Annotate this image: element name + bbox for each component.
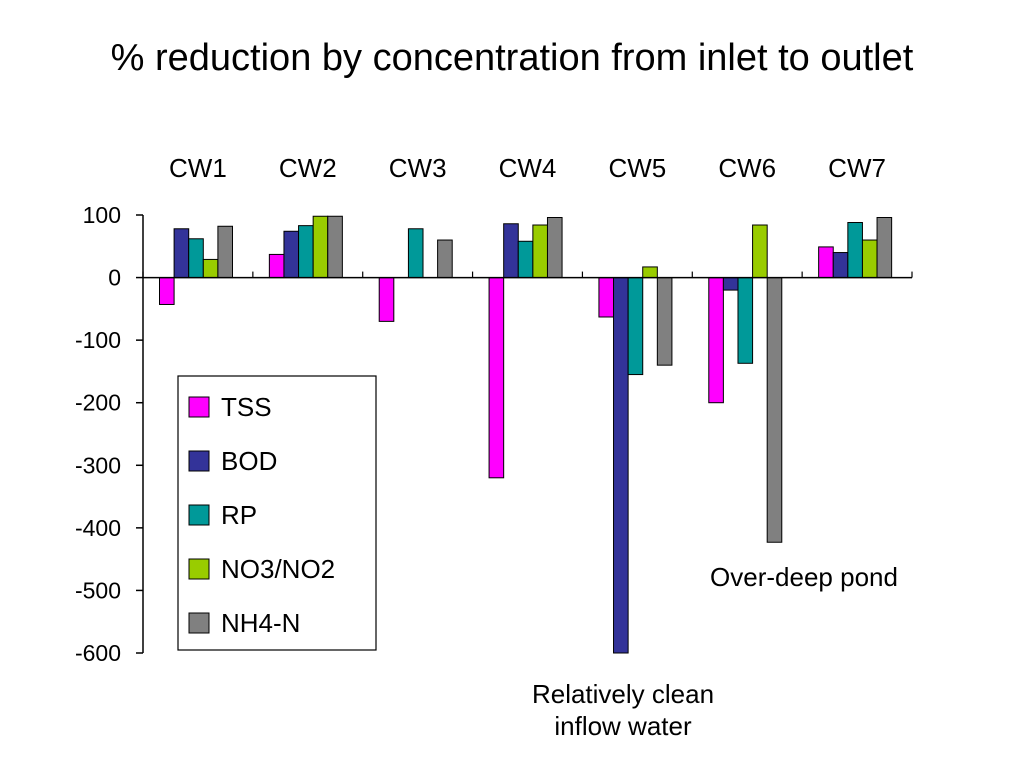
annotation-relatively-clean-inflow: Relatively clean inflow water — [496, 678, 750, 742]
axes-group: 100 0 -100 -200 -300 -400 -500 -600 — [75, 202, 913, 666]
y-tick-label: -500 — [75, 577, 121, 603]
category-label-cw3: CW3 — [389, 153, 447, 183]
bar-tss-cw5 — [598, 277, 615, 318]
y-tick-label: -100 — [75, 327, 121, 353]
bar-nh4-n-cw2 — [327, 215, 343, 279]
legend-label-tss: TSS — [221, 392, 272, 422]
bar-nh4-n-cw1 — [217, 225, 233, 279]
y-tick-label: 100 — [83, 202, 121, 228]
legend-box — [177, 375, 377, 651]
bar-rp-cw5 — [627, 277, 644, 376]
y-tick-label: -400 — [75, 515, 121, 541]
bar-tss-cw3 — [378, 277, 395, 322]
bar-no3-no2-cw1 — [202, 258, 219, 279]
bar-tss-cw2 — [268, 253, 285, 279]
bar-nh4-n-cw4 — [546, 217, 563, 279]
y-tick-label: -200 — [75, 390, 121, 416]
bar-tss-cw6 — [708, 277, 724, 404]
bar-nh4-n-cw5 — [656, 277, 673, 366]
bar-bod-cw5 — [613, 277, 629, 654]
bar-rp-cw3 — [407, 228, 424, 279]
bar-no3-no2-cw7 — [861, 239, 878, 279]
bars-group — [159, 215, 893, 654]
bar-tss-cw4 — [488, 277, 505, 479]
bar-nh4-n-cw6 — [766, 277, 783, 543]
bar-rp-cw7 — [847, 222, 863, 279]
legend-swatch-nh4-n — [188, 612, 210, 634]
legend-label-bod: BOD — [221, 446, 277, 476]
bar-tss-cw7 — [818, 246, 834, 279]
legend-swatch-bod — [188, 450, 210, 472]
bar-bod-cw4 — [503, 223, 519, 279]
chart-title: % reduction by concentration from inlet … — [110, 37, 914, 79]
y-tick-label: 0 — [108, 265, 121, 291]
bar-bod-cw2 — [283, 230, 300, 279]
bar-no3-no2-cw4 — [532, 224, 548, 279]
category-label-cw1: CW1 — [169, 153, 227, 183]
category-label-cw5: CW5 — [608, 153, 666, 183]
bar-bod-cw7 — [832, 252, 849, 279]
legend-swatch-no3-no2 — [188, 558, 210, 580]
category-label-cw2: CW2 — [279, 153, 337, 183]
category-label-cw6: CW6 — [718, 153, 776, 183]
legend-label-nh4-n: NH4-N — [221, 608, 300, 638]
bar-nh4-n-cw7 — [876, 217, 893, 279]
category-label-cw4: CW4 — [499, 153, 557, 183]
bar-rp-cw1 — [188, 238, 204, 279]
bar-rp-cw4 — [517, 240, 534, 279]
bar-no3-no2-cw2 — [312, 215, 329, 279]
legend-swatch-rp — [188, 504, 210, 526]
bar-bod-cw1 — [173, 228, 190, 279]
legend-swatch-tss — [188, 396, 210, 418]
annotation-line-1: Relatively clean — [531, 679, 715, 709]
legend-label-rp: RP — [221, 500, 257, 530]
bar-no3-no2-cw6 — [752, 224, 768, 279]
y-tick-label: -300 — [75, 452, 121, 478]
legend: TSS BOD RP NO3/NO2 NH4-N — [177, 375, 377, 651]
y-tick-label: -600 — [75, 640, 121, 666]
category-label-cw7: CW7 — [828, 153, 886, 183]
bar-rp-cw2 — [298, 225, 314, 279]
bar-nh4-n-cw3 — [437, 239, 453, 279]
annotation-over-deep-pond: Over-deep pond — [710, 562, 898, 592]
category-labels-group: CW1 CW2 CW3 CW4 CW5 CW6 CW7 — [169, 153, 886, 183]
bar-tss-cw1 — [159, 277, 175, 305]
bar-no3-no2-cw5 — [642, 266, 658, 279]
bar-bod-cw6 — [722, 277, 739, 291]
annotation-line-2: inflow water — [554, 711, 692, 741]
bar-rp-cw6 — [737, 277, 754, 364]
legend-label-no3-no2: NO3/NO2 — [221, 554, 335, 584]
